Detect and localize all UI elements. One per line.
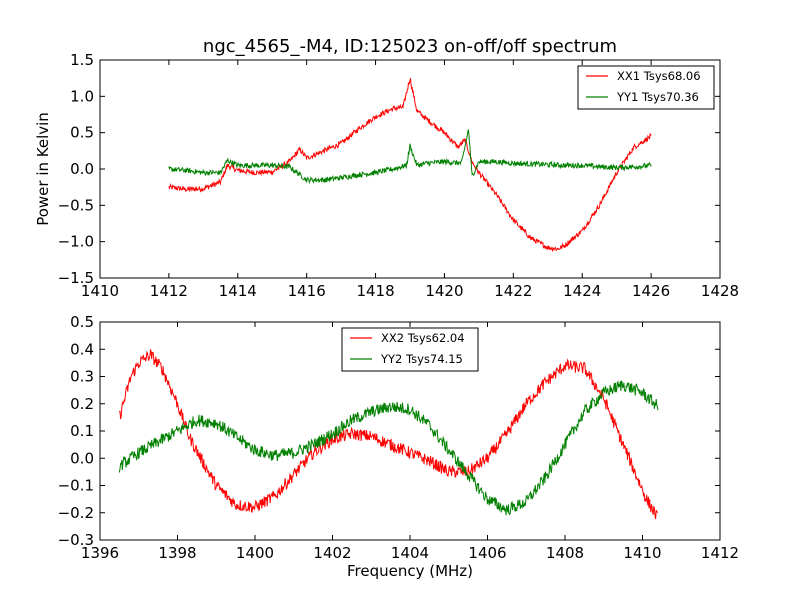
bottom-panel: 1396 1398 1400 1402 1404 1406 1408 1410 1412 0.5 0… xyxy=(58,313,740,580)
top-x-tick-label: 1414 xyxy=(219,282,257,300)
top-series-lines xyxy=(168,77,652,253)
top-x-tick-label: 1428 xyxy=(701,282,739,300)
bottom-y-tick-label: 0.4 xyxy=(70,340,94,358)
bottom-x-tick-label: 1398 xyxy=(158,544,196,562)
top-y-tick-label: −1.5 xyxy=(58,269,94,287)
bottom-series-line-2 xyxy=(118,379,659,516)
bottom-x-tick-label: 1408 xyxy=(546,544,584,562)
top-y-tick-label: 1.0 xyxy=(70,87,94,105)
bottom-y-tick-label: −0.3 xyxy=(58,531,94,549)
top-y-tick-label: −1.0 xyxy=(58,233,94,251)
legend-label-xx1: XX1 Tsys68.06 xyxy=(617,69,701,83)
top-x-tick-label: 1420 xyxy=(425,282,463,300)
legend-label-yy2: YY2 Tsys74.15 xyxy=(380,352,463,366)
bottom-y-tick-label: 0.3 xyxy=(70,368,94,386)
top-y-tick-label: −0.5 xyxy=(58,196,94,214)
top-axis-ticks: 1410 1412 1414 1416 1418 1420 1422 1424 1426 1428… xyxy=(58,51,740,300)
top-x-tick-label: 1416 xyxy=(288,282,326,300)
bottom-y-tick-label: 0.5 xyxy=(70,313,94,331)
legend-label-yy1: YY1 Tsys70.36 xyxy=(616,90,699,104)
top-legend: XX1 Tsys68.06 YY1 Tsys70.36 xyxy=(577,65,715,110)
bottom-series-lines xyxy=(118,348,659,520)
bottom-x-tick-label: 1402 xyxy=(313,544,351,562)
top-legend-box xyxy=(577,65,715,110)
bottom-x-tick-label: 1410 xyxy=(623,544,661,562)
bottom-x-tick-label: 1406 xyxy=(468,544,506,562)
bottom-y-tick-label: −0.1 xyxy=(58,477,94,495)
bottom-legend: XX2 Tsys62.04 YY2 Tsys74.15 xyxy=(341,327,479,372)
bottom-x-tick-label: 1404 xyxy=(391,544,429,562)
y-axis-label: Power in Kelvin xyxy=(34,112,52,226)
top-y-tick-label: 0.5 xyxy=(70,124,94,142)
bottom-y-tick-label: 0.1 xyxy=(70,422,94,440)
top-x-tick-label: 1426 xyxy=(632,282,670,300)
bottom-x-tick-label: 1400 xyxy=(236,544,274,562)
top-panel: ngc_4565_-M4, ID:125023 on-off/off spect… xyxy=(34,36,739,300)
bottom-series-line-1 xyxy=(118,348,659,520)
bottom-axis-ticks: 1396 1398 1400 1402 1404 1406 1408 1410 1412 0.5 0… xyxy=(58,313,740,562)
bottom-x-tick-label: 1396 xyxy=(81,544,119,562)
bottom-x-tick-label: 1412 xyxy=(701,544,739,562)
top-series-line-1 xyxy=(168,77,652,253)
top-x-tick-label: 1422 xyxy=(494,282,532,300)
top-y-tick-label: 1.5 xyxy=(70,51,94,69)
bottom-y-tick-label: 0.2 xyxy=(70,395,94,413)
top-x-tick-label: 1410 xyxy=(81,282,119,300)
x-axis-label: Frequency (MHz) xyxy=(347,562,473,580)
top-series-line-2 xyxy=(168,129,652,185)
top-y-tick-label: 0.0 xyxy=(70,160,94,178)
bottom-legend-box xyxy=(341,327,479,372)
legend-label-xx2: XX2 Tsys62.04 xyxy=(381,331,465,345)
top-x-tick-label: 1412 xyxy=(150,282,188,300)
top-x-tick-label: 1418 xyxy=(356,282,394,300)
bottom-y-tick-label: 0.0 xyxy=(70,449,94,467)
top-x-tick-label: 1424 xyxy=(563,282,601,300)
bottom-y-tick-label: −0.2 xyxy=(58,504,94,522)
chart-title: ngc_4565_-M4, ID:125023 on-off/off spect… xyxy=(203,36,617,57)
